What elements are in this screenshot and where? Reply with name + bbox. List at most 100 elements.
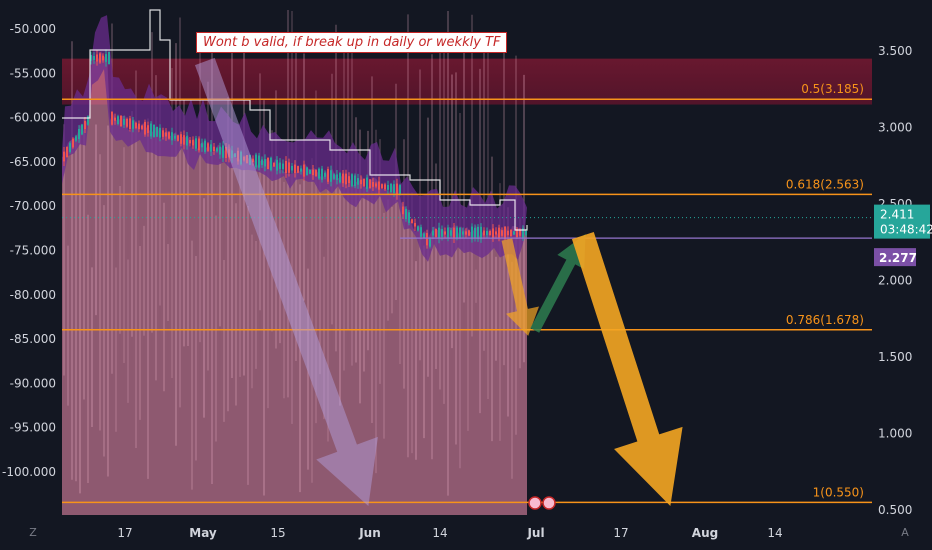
candle-body <box>297 166 299 173</box>
x-axis-tick: 14 <box>767 526 782 540</box>
candle-body <box>147 125 149 133</box>
event-marker <box>542 496 556 510</box>
candle-body <box>90 55 92 61</box>
candle-body <box>303 164 305 177</box>
resistance-zone-layer <box>62 58 872 105</box>
left-axis-tick: -50.000 <box>10 22 56 36</box>
projection-arrow-up <box>530 233 586 333</box>
candle-body <box>186 136 188 146</box>
candle-body <box>213 146 215 152</box>
candle-body <box>282 163 284 170</box>
candle-body <box>492 228 494 238</box>
candle-body <box>330 170 332 182</box>
candle-body <box>396 183 398 195</box>
candle-body <box>162 130 164 137</box>
candle-body <box>258 155 260 168</box>
resistance-zone <box>62 58 872 105</box>
candle-body <box>450 230 452 236</box>
candle-body <box>180 134 182 144</box>
candle-body <box>462 231 464 235</box>
candle-body <box>525 230 527 236</box>
right-axis-tick: 0.500 <box>878 503 912 517</box>
candle-body <box>276 159 278 171</box>
candle-body <box>114 117 116 121</box>
candle-body <box>342 173 344 184</box>
candle-body <box>75 136 77 141</box>
candle-body <box>363 178 365 187</box>
candle-body <box>420 227 422 237</box>
candle-body <box>279 162 281 170</box>
candle-body <box>471 226 473 240</box>
right-axis-tick: 3.000 <box>878 121 912 135</box>
candle-body <box>111 111 113 125</box>
candle-body <box>474 227 476 239</box>
candle-body <box>345 173 347 185</box>
candle-body <box>99 53 101 63</box>
candle-body <box>144 121 146 135</box>
fib-lines-layer: 0.5(3.185) 0.618(2.563) 0.786(1.678) 1(0.55… <box>62 82 872 504</box>
candle-body <box>132 120 134 129</box>
candle-body <box>210 144 212 152</box>
candle-body <box>513 231 515 235</box>
arrows-layer <box>194 57 683 510</box>
candle-body <box>72 138 74 148</box>
candle-body <box>225 146 227 159</box>
fib-label: 1(0.550) <box>813 485 864 499</box>
candle-body <box>105 54 107 62</box>
auto-scale-button[interactable]: A <box>901 526 909 539</box>
candle-body <box>516 228 518 238</box>
candle-body <box>477 226 479 240</box>
timezone-button[interactable]: Z <box>29 526 37 539</box>
candle-body <box>465 231 467 235</box>
candle-body <box>270 157 272 171</box>
candle-body <box>93 56 95 60</box>
left-axis-tick: -85.000 <box>10 332 56 346</box>
candle-body <box>417 226 419 231</box>
x-axis-tick: Jun <box>358 526 381 540</box>
candle-body <box>306 167 308 176</box>
candle-body <box>192 139 194 146</box>
candle-body <box>501 230 503 236</box>
right-axis-tick: 1.500 <box>878 350 912 364</box>
candle-body <box>324 172 326 177</box>
baseline-line <box>62 9 528 231</box>
candle-body <box>273 162 275 167</box>
candle-body <box>300 168 302 172</box>
candle-body <box>156 126 158 137</box>
candle-body <box>390 183 392 193</box>
projection-arrow-down-short <box>501 238 540 336</box>
candle-body <box>84 120 86 130</box>
candle-body <box>354 175 356 187</box>
left-axis-tick: -95.000 <box>10 421 56 435</box>
x-axis-tick: 14 <box>432 526 447 540</box>
marked-price-tag <box>874 248 916 267</box>
candle-body <box>519 230 521 236</box>
candle-body <box>171 132 173 141</box>
fib-label: 0.618(2.563) <box>786 177 864 191</box>
candle-body <box>408 212 410 223</box>
left-axis-tick: -90.000 <box>10 376 56 390</box>
candle-body <box>348 176 350 184</box>
candle-body <box>456 227 458 239</box>
candle-body <box>399 185 401 195</box>
candle-body <box>120 115 122 127</box>
candle-body <box>69 143 71 152</box>
candle-body <box>438 227 440 239</box>
candle-body <box>336 174 338 181</box>
candle-body <box>63 151 65 162</box>
candle-body <box>159 127 161 138</box>
candle-body <box>327 168 329 182</box>
candle-body <box>381 184 383 189</box>
candle-body <box>123 118 125 125</box>
candle-body <box>264 159 266 167</box>
candle-body <box>441 229 443 237</box>
candle-body <box>351 174 353 187</box>
candle-body <box>384 184 386 190</box>
candle-body <box>108 51 110 65</box>
candle-body <box>294 164 296 174</box>
candle-body <box>459 227 461 239</box>
candle-body <box>222 145 224 158</box>
annotation-label[interactable]: Wont b valid, if break up in daily or we… <box>196 32 508 53</box>
left-axis-tick: -100.000 <box>2 465 56 479</box>
